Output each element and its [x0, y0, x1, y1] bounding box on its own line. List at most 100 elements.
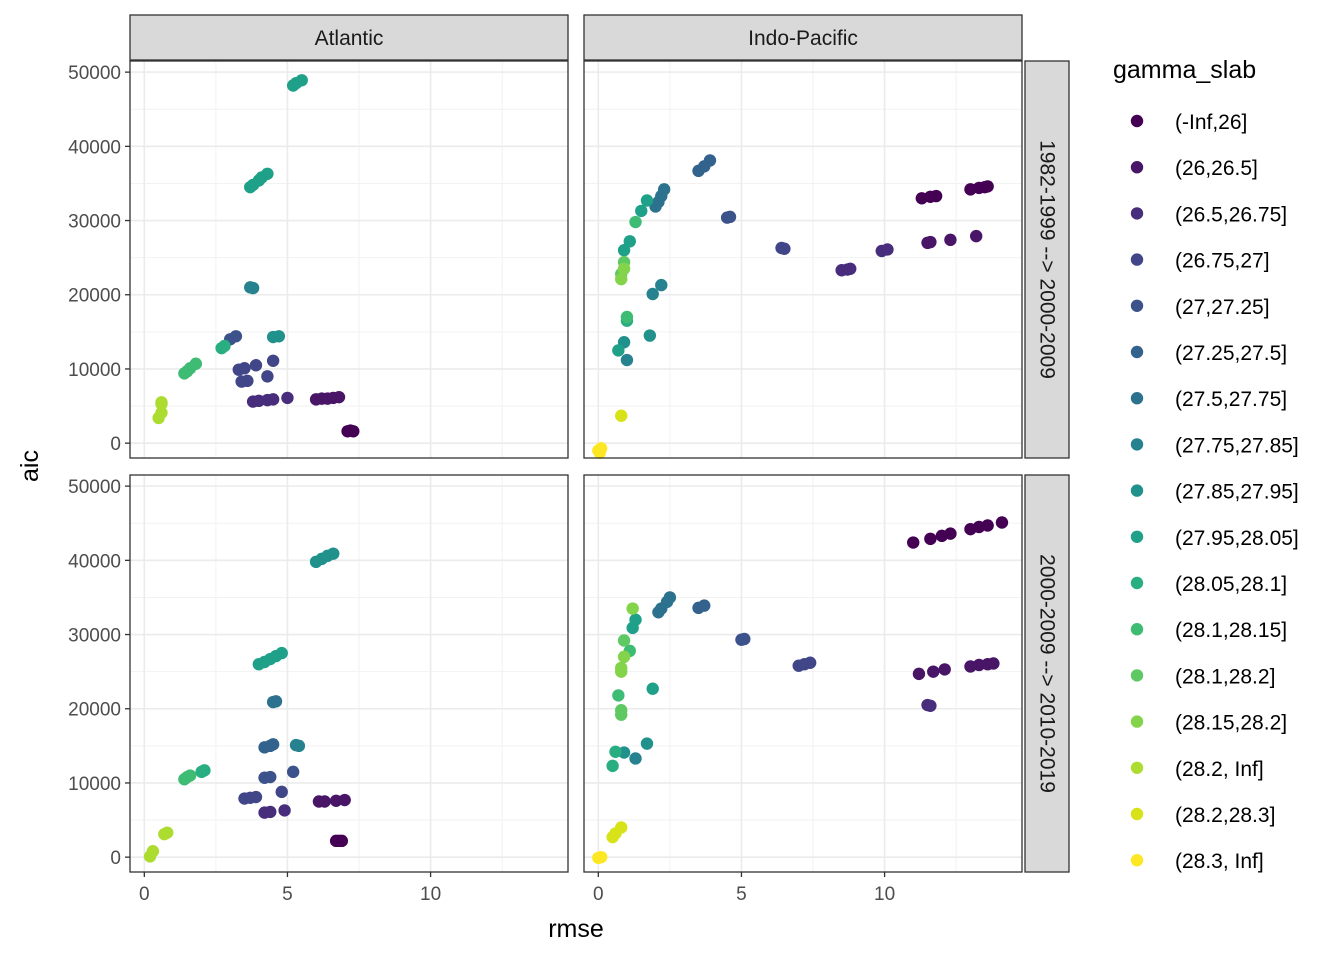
- y-tick-label: 10000: [68, 774, 121, 795]
- panels-layer: Atlantic Indo-Pacific 1982-1999 --> 2000-2…: [68, 14, 1070, 905]
- legend-entry: (27,27.25]: [1130, 296, 1270, 319]
- data-point: [594, 850, 608, 864]
- data-point: [617, 634, 631, 647]
- data-point: [938, 663, 951, 676]
- legend-key: [1130, 623, 1144, 636]
- data-point: [155, 396, 168, 409]
- legend-entry: (27.5,27.75]: [1130, 388, 1287, 411]
- legend-label: (28.1,28.15]: [1175, 619, 1287, 642]
- legend-label: (27.95,28.05]: [1175, 527, 1299, 550]
- panel-1-1: 0 5 10: [583, 474, 1023, 905]
- data-point: [617, 244, 631, 257]
- legend-key: [1130, 669, 1144, 682]
- legend-key: [1130, 299, 1144, 312]
- panel-1-0: 0 10000 20000 30000 40000 50000 0 5 10: [68, 474, 569, 905]
- legend-entry: (26.75,27]: [1130, 250, 1270, 273]
- data-point: [629, 215, 642, 229]
- data-point: [617, 262, 631, 275]
- data-point: [615, 661, 628, 675]
- legend-key: [1130, 530, 1144, 543]
- data-point: [249, 359, 263, 372]
- data-point: [292, 739, 306, 753]
- data-point: [229, 330, 243, 343]
- data-point: [615, 708, 628, 721]
- strip-col-0: Atlantic: [129, 14, 569, 61]
- data-point: [266, 354, 280, 367]
- panel-background: [584, 61, 1022, 458]
- legend-label: (26.5,26.75]: [1175, 203, 1287, 226]
- strip-background: [1024, 60, 1070, 459]
- data-point: [612, 344, 625, 357]
- y-tick-label: 0: [110, 434, 121, 455]
- legend: (-Inf,26] (26,26.5] (26.5,26.75] (26.75,27]…: [1130, 111, 1299, 873]
- strip-row-1: 2000-2009 --> 2010-2019: [1024, 474, 1070, 873]
- y-axis-title: aic: [16, 450, 44, 482]
- data-point: [640, 737, 654, 750]
- legend-key: [1130, 438, 1144, 451]
- data-point: [944, 527, 957, 540]
- data-point: [261, 167, 274, 180]
- data-point: [269, 695, 283, 708]
- x-tick-label: 5: [282, 884, 293, 905]
- legend-entry: (28.1,28.15]: [1130, 619, 1287, 642]
- legend-key: [1130, 576, 1144, 590]
- legend-label: (28.15,28.2]: [1175, 712, 1287, 735]
- legend-entry: (28.2,28.3]: [1130, 804, 1275, 827]
- data-point: [657, 183, 671, 196]
- legend-entry: (27.85,27.95]: [1130, 481, 1299, 504]
- strip-background: [1024, 474, 1070, 873]
- data-point: [266, 738, 280, 751]
- data-point: [703, 154, 717, 167]
- legend-label: (26,26.5]: [1175, 157, 1258, 180]
- panel-0-1: [583, 60, 1023, 460]
- data-point: [278, 804, 291, 817]
- legend-label: (26.75,27]: [1175, 250, 1270, 273]
- x-tick-label: 0: [139, 884, 150, 905]
- data-point: [924, 532, 937, 546]
- data-point: [335, 834, 349, 848]
- y-tick-label: 20000: [68, 700, 121, 721]
- data-point: [663, 591, 677, 604]
- data-point: [161, 826, 174, 839]
- data-point: [723, 210, 737, 224]
- data-point: [295, 74, 308, 87]
- data-point: [643, 329, 657, 342]
- data-point: [620, 310, 634, 324]
- data-point: [286, 765, 300, 779]
- legend-label: (27.85,27.95]: [1175, 481, 1299, 504]
- data-point: [246, 281, 260, 295]
- panel-border: [583, 474, 1023, 873]
- legend-entry: (28.3, Inf]: [1130, 850, 1264, 873]
- legend-label: (28.05,28.1]: [1175, 573, 1287, 596]
- legend-label: (28.1,28.2]: [1175, 665, 1275, 688]
- legend-title: gamma_slab: [1113, 56, 1256, 84]
- y-tick-label: 0: [110, 848, 121, 869]
- data-point: [615, 272, 628, 286]
- panel-border: [129, 60, 569, 459]
- y-tick-label: 50000: [68, 477, 121, 498]
- data-point: [738, 632, 751, 646]
- legend-label: (-Inf,26]: [1175, 111, 1247, 134]
- data-point: [623, 235, 637, 248]
- x-tick-label: 5: [736, 884, 747, 905]
- y-tick-label: 40000: [68, 137, 121, 158]
- data-point: [640, 194, 654, 207]
- data-point: [281, 391, 294, 405]
- legend-key: [1130, 715, 1144, 728]
- panel-border: [129, 474, 569, 873]
- data-point: [929, 189, 943, 203]
- legend-label: (28.2, Inf]: [1175, 758, 1264, 781]
- data-point: [881, 243, 894, 256]
- legend-key: [1130, 761, 1144, 774]
- strip-background: [583, 14, 1023, 61]
- y-tick-label: 40000: [68, 551, 121, 572]
- data-point: [969, 229, 983, 243]
- data-point: [655, 278, 668, 292]
- data-point: [143, 850, 157, 863]
- data-point: [318, 795, 331, 808]
- data-point: [635, 204, 648, 218]
- data-point: [264, 805, 277, 819]
- legend-key: [1130, 253, 1144, 266]
- data-point: [995, 516, 1009, 529]
